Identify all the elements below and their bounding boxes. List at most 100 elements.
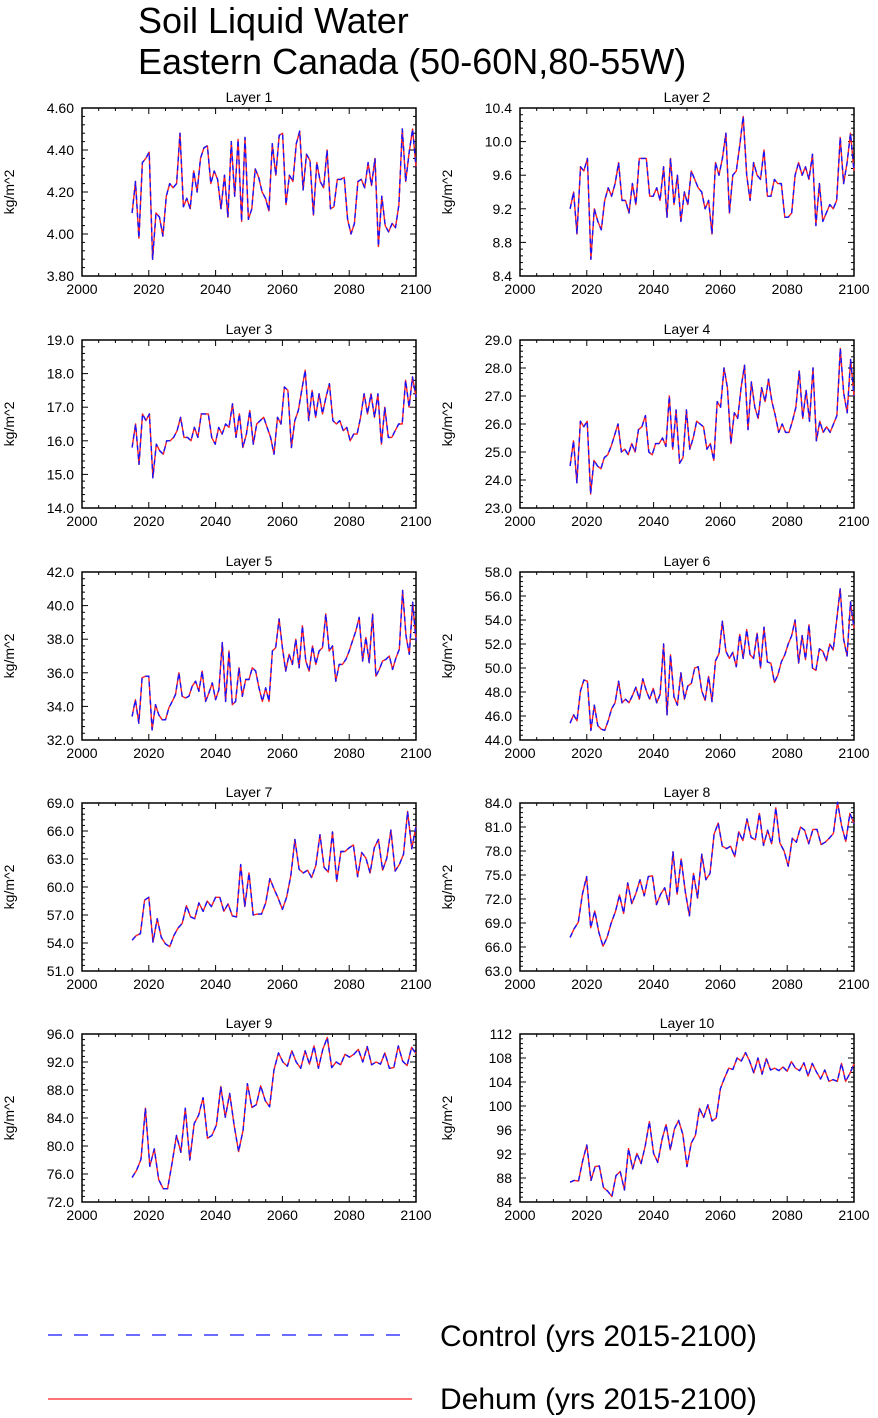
y-tick-label: 54.0 (47, 935, 74, 951)
x-tick-label: 2000 (504, 513, 535, 529)
layer-panel-5: Layer 5 kg/m^2 2000 2020 2040 2060 2080 2100 32.… (1, 553, 432, 761)
x-tick-label: 2080 (334, 745, 365, 761)
panel-title: Layer 1 (226, 89, 273, 105)
y-tick-label: 4.00 (47, 226, 74, 242)
x-tick-label: 2020 (133, 976, 164, 992)
y-tick-label: 8.4 (493, 268, 513, 284)
series-dehum-line (569, 347, 855, 495)
series-control-line (131, 369, 417, 479)
title-line-2: Eastern Canada (50-60N,80-55W) (138, 41, 687, 82)
y-tick-label: 92.0 (47, 1054, 74, 1070)
y-tick-label: 57.0 (47, 907, 74, 923)
x-tick-label: 2100 (838, 513, 869, 529)
y-tick-label: 4.40 (47, 142, 74, 158)
x-tick-label: 2040 (638, 513, 669, 529)
x-tick-label: 2100 (838, 1207, 869, 1223)
x-tick-label: 2040 (200, 976, 231, 992)
x-tick-label: 2100 (400, 1207, 431, 1223)
layer-panel-1: Layer 1 kg/m^2 2000 2020 2040 2060 2080 2100 3.8… (1, 89, 432, 297)
x-tick-label: 2000 (504, 1207, 535, 1223)
plot-frame (519, 107, 855, 277)
x-tick-label: 2060 (267, 1207, 298, 1223)
x-tick-label: 2000 (66, 281, 97, 297)
y-tick-label: 72.0 (485, 891, 512, 907)
layer-panel-8: Layer 8 kg/m^2 2000 2020 2040 2060 2080 2100 63.… (439, 784, 870, 992)
y-tick-label: 80.0 (47, 1138, 74, 1154)
series-dehum-line (569, 801, 855, 947)
y-tick-label: 88.0 (47, 1082, 74, 1098)
layer-panel-2: Layer 2 kg/m^2 2000 2020 2040 2060 2080 2100 8.4… (439, 89, 870, 297)
panel-title: Layer 10 (660, 1015, 715, 1031)
y-tick-label: 92 (496, 1146, 512, 1162)
y-tick-label: 48.0 (485, 684, 512, 700)
y-axis-label: kg/m^2 (439, 864, 455, 909)
x-tick-label: 2020 (571, 976, 602, 992)
series-dehum-line (131, 128, 417, 260)
y-tick-label: 9.2 (493, 201, 513, 217)
y-tick-label: 32.0 (47, 732, 74, 748)
layer-panel-10: Layer 10 kg/m^2 2000 2020 2040 2060 2080 2100 84… (439, 1015, 870, 1223)
series-control-line (131, 589, 417, 731)
y-tick-label: 81.0 (485, 819, 512, 835)
x-tick-label: 2040 (200, 281, 231, 297)
y-tick-label: 34.0 (47, 698, 74, 714)
layer-panel-6: Layer 6 kg/m^2 2000 2020 2040 2060 2080 2100 44.… (439, 553, 870, 761)
panel-title: Layer 8 (664, 784, 711, 800)
x-tick-label: 2040 (638, 976, 669, 992)
y-tick-label: 26.0 (485, 416, 512, 432)
y-axis-label: kg/m^2 (439, 633, 455, 678)
x-tick-label: 2100 (838, 281, 869, 297)
y-tick-label: 104 (489, 1074, 513, 1090)
y-tick-label: 10.0 (485, 134, 512, 150)
y-axis-label: kg/m^2 (1, 1095, 17, 1140)
x-tick-label: 2100 (400, 745, 431, 761)
legend-dehum-label: Dehum (yrs 2015-2100) (440, 1383, 757, 1416)
x-tick-label: 2060 (705, 513, 736, 529)
y-tick-label: 84.0 (47, 1110, 74, 1126)
x-tick-label: 2080 (772, 513, 803, 529)
x-tick-label: 2080 (772, 745, 803, 761)
y-tick-label: 40.0 (47, 598, 74, 614)
y-tick-label: 100 (489, 1098, 513, 1114)
layer-panel-4: Layer 4 kg/m^2 2000 2020 2040 2060 2080 2100 23.… (439, 321, 870, 529)
chart-title: Soil Liquid Water Eastern Canada (50-60N… (138, 0, 686, 82)
plot-frame (81, 107, 417, 277)
y-tick-label: 46.0 (485, 708, 512, 724)
panel-title: Layer 2 (664, 89, 711, 105)
series-dehum-line (131, 810, 417, 948)
y-tick-label: 69.0 (47, 795, 74, 811)
x-tick-label: 2020 (133, 513, 164, 529)
y-tick-label: 18.0 (47, 366, 74, 382)
layer-charts-grid: Layer 1 kg/m^2 2000 2020 2040 2060 2080 2100 3.8… (1, 89, 870, 1223)
x-tick-label: 2040 (200, 1207, 231, 1223)
x-tick-label: 2000 (66, 513, 97, 529)
x-tick-label: 2040 (638, 745, 669, 761)
y-tick-label: 23.0 (485, 500, 512, 516)
y-tick-label: 24.0 (485, 472, 512, 488)
x-tick-label: 2020 (133, 1207, 164, 1223)
y-tick-label: 44.0 (485, 732, 512, 748)
x-tick-label: 2100 (400, 281, 431, 297)
series-control-line (569, 1051, 855, 1198)
x-tick-label: 2060 (267, 513, 298, 529)
series-control-line (569, 347, 855, 495)
y-tick-label: 4.60 (47, 100, 74, 116)
y-tick-label: 75.0 (485, 867, 512, 883)
series-control-line (131, 128, 417, 260)
y-tick-label: 69.0 (485, 915, 512, 931)
y-axis-label: kg/m^2 (1, 633, 17, 678)
x-tick-label: 2000 (66, 1207, 97, 1223)
x-tick-label: 2060 (705, 281, 736, 297)
panel-title: Layer 5 (226, 553, 273, 569)
y-tick-label: 52.0 (485, 636, 512, 652)
y-tick-label: 16.0 (47, 433, 74, 449)
x-tick-label: 2020 (571, 745, 602, 761)
x-tick-label: 2040 (200, 745, 231, 761)
y-axis-label: kg/m^2 (1, 864, 17, 909)
panel-title: Layer 9 (226, 1015, 273, 1031)
x-tick-label: 2080 (334, 1207, 365, 1223)
y-tick-label: 54.0 (485, 612, 512, 628)
y-tick-label: 72.0 (47, 1194, 74, 1210)
x-tick-label: 2060 (705, 1207, 736, 1223)
series-control-line (569, 115, 855, 260)
